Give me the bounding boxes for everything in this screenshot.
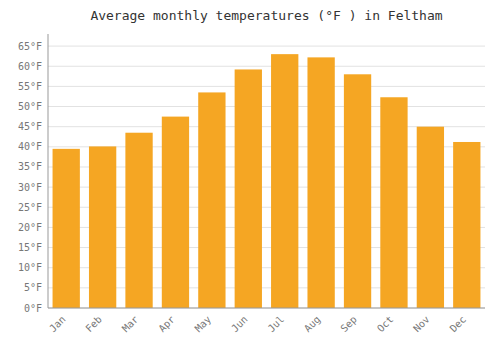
x-tick-label: Sep [338, 314, 359, 335]
grid-line [48, 66, 485, 67]
y-tick-label: 20°F [18, 222, 42, 233]
x-tick-label: Mar [120, 314, 141, 335]
x-tick-label: May [193, 314, 214, 335]
bar [198, 92, 225, 308]
page: {"chart_data": {"type": "bar", "title": … [0, 0, 500, 350]
x-tick-label: Apr [156, 314, 177, 335]
y-axis: 0°F 5°F 10°F 15°F 20°F 25°F 30°F 35°F 40°F 45°F 50… [18, 41, 42, 314]
grid-line [48, 106, 485, 107]
y-tick-label: 10°F [18, 262, 42, 273]
bar [162, 117, 189, 308]
x-tick-label: Oct [375, 314, 396, 335]
y-axis-line [48, 34, 49, 308]
y-tick-label: 35°F [18, 161, 42, 172]
grid-line [48, 46, 485, 47]
x-tick-label: Jan [47, 314, 68, 335]
y-tick-label: 55°F [18, 81, 42, 92]
bar [380, 97, 407, 308]
bar [235, 69, 262, 308]
x-tick-label: Nov [411, 314, 432, 335]
bar [89, 146, 116, 308]
bar [125, 133, 152, 308]
bar [344, 74, 371, 308]
grid [48, 46, 485, 308]
bar [307, 57, 334, 308]
grid-line [48, 308, 485, 309]
title: Average monthly temperatures (°F ) in Fe… [90, 8, 442, 23]
bars [53, 54, 481, 308]
bar [271, 54, 298, 308]
y-tick-label: 60°F [18, 61, 42, 72]
chart: Average monthly temperatures (°F ) in Fe… [0, 0, 500, 350]
x-axis: Jan Feb Mar Apr May Jun Jul Aug Sep Oct Nov Dec [47, 314, 468, 335]
y-tick-label: 5°F [24, 282, 42, 293]
bar [417, 127, 444, 308]
x-tick-label: Jun [229, 314, 250, 335]
x-tick-label: Dec [448, 314, 469, 335]
y-tick-label: 40°F [18, 141, 42, 152]
y-tick-label: 15°F [18, 242, 42, 253]
bar [53, 149, 80, 308]
y-tick-label: 25°F [18, 202, 42, 213]
x-tick-label: Feb [83, 314, 104, 335]
y-tick-label: 30°F [18, 182, 42, 193]
x-tick-label: Aug [302, 314, 323, 335]
y-tick-label: 65°F [18, 41, 42, 52]
grid-line [48, 86, 485, 87]
y-tick-label: 50°F [18, 101, 42, 112]
y-tick-label: 0°F [24, 303, 42, 314]
y-tick-label: 45°F [18, 121, 42, 132]
x-axis-line [48, 308, 485, 309]
x-tick-label: Jul [266, 314, 287, 335]
bar [453, 142, 480, 308]
